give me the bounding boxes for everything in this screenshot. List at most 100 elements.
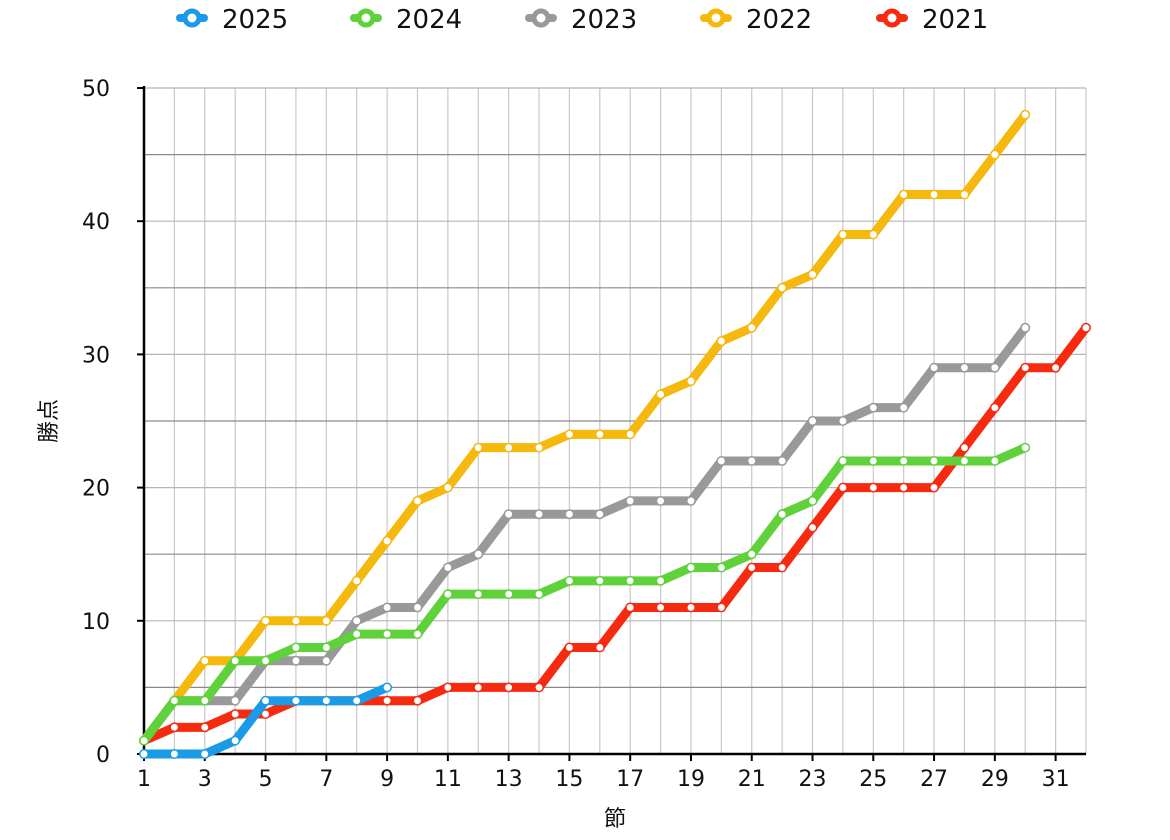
- data-point: [777, 562, 788, 573]
- series-line: [139, 110, 1030, 746]
- data-point: [1050, 362, 1061, 373]
- x-tick-label: 13: [495, 767, 523, 792]
- data-point: [898, 456, 909, 466]
- data-point: [777, 456, 788, 466]
- y-tick-label: 20: [82, 477, 110, 502]
- data-point: [716, 336, 727, 347]
- data-point: [139, 749, 149, 759]
- data-point: [534, 682, 544, 693]
- data-point: [929, 362, 940, 373]
- data-point: [564, 642, 575, 653]
- data-point: [534, 442, 544, 453]
- data-point: [564, 429, 575, 440]
- data-point: [989, 149, 1000, 160]
- legend-label: 2025: [222, 5, 288, 35]
- x-axis-ticks: 1 3 5 7 9 11 13 15 17 19 21 23 25 27 29 31: [137, 754, 1070, 792]
- legend-label: 2022: [746, 5, 812, 35]
- data-point: [442, 589, 453, 600]
- data-point: [351, 629, 362, 640]
- x-tick-label: 31: [1042, 767, 1070, 792]
- data-point: [351, 695, 362, 706]
- y-axis-ticks: 0 10 20 30 40 50: [82, 77, 144, 768]
- data-point: [260, 615, 271, 626]
- data-point: [1020, 109, 1031, 120]
- data-point: [655, 602, 666, 613]
- data-point: [959, 362, 970, 373]
- data-point: [989, 456, 1000, 466]
- data-point: [898, 189, 909, 200]
- series-line: [139, 443, 1030, 746]
- data-point: [959, 442, 970, 453]
- data-point: [959, 456, 970, 466]
- data-point: [199, 695, 210, 706]
- x-tick-label: 29: [981, 767, 1009, 792]
- data-point: [382, 682, 393, 693]
- data-point: [473, 589, 484, 600]
- data-point: [959, 189, 970, 200]
- y-tick-label: 0: [96, 743, 110, 768]
- data-point: [594, 575, 605, 586]
- data-point: [442, 682, 453, 693]
- data-point: [746, 562, 757, 573]
- data-point: [807, 269, 818, 280]
- data-point: [837, 416, 848, 426]
- data-point: [412, 629, 423, 640]
- data-point: [534, 589, 544, 600]
- series-line: [139, 323, 1091, 746]
- data-point: [382, 629, 393, 640]
- data-point: [868, 229, 879, 240]
- data-point: [716, 602, 727, 613]
- x-tick-label: 7: [319, 767, 333, 792]
- data-point: [412, 602, 423, 613]
- data-point: [868, 456, 879, 466]
- x-tick-label: 9: [380, 767, 394, 792]
- data-point: [230, 709, 241, 719]
- data-point: [807, 416, 818, 426]
- y-axis-title: 勝点: [37, 399, 62, 443]
- data-point: [412, 495, 423, 506]
- data-point: [898, 482, 909, 493]
- data-point: [564, 509, 575, 520]
- x-tick-label: 1: [137, 767, 151, 792]
- legend-marker-circle: [706, 8, 726, 28]
- data-point: [321, 615, 332, 626]
- data-point: [594, 509, 605, 520]
- data-point: [230, 735, 241, 746]
- legend-label: 2024: [396, 5, 462, 35]
- series-2022: [139, 109, 1031, 746]
- data-point: [169, 722, 180, 733]
- data-point: [655, 495, 666, 506]
- series-2024: [139, 442, 1031, 746]
- data-point: [534, 509, 544, 520]
- legend-item: 2021: [876, 5, 988, 35]
- data-point: [868, 482, 879, 493]
- data-point: [412, 695, 423, 706]
- x-tick-label: 17: [616, 767, 644, 792]
- data-point: [1081, 322, 1091, 333]
- data-point: [473, 442, 484, 453]
- data-point: [989, 362, 1000, 373]
- data-point: [473, 549, 484, 560]
- data-point: [1020, 322, 1031, 333]
- x-tick-label: 23: [799, 767, 827, 792]
- data-point: [290, 642, 301, 653]
- x-tick-label: 19: [677, 767, 705, 792]
- data-point: [199, 749, 210, 759]
- data-point: [625, 602, 636, 613]
- x-tick-label: 27: [920, 767, 948, 792]
- data-point: [290, 655, 301, 666]
- data-point: [625, 575, 636, 586]
- data-point: [625, 495, 636, 506]
- data-point: [868, 402, 879, 413]
- data-point: [929, 456, 940, 466]
- data-point: [837, 229, 848, 240]
- y-tick-label: 50: [82, 77, 110, 102]
- data-point: [594, 429, 605, 440]
- x-tick-label: 15: [555, 767, 583, 792]
- data-point: [199, 655, 210, 666]
- data-point: [777, 509, 788, 520]
- legend-item: 2022: [700, 5, 812, 35]
- data-point: [321, 642, 332, 653]
- data-point: [777, 282, 788, 293]
